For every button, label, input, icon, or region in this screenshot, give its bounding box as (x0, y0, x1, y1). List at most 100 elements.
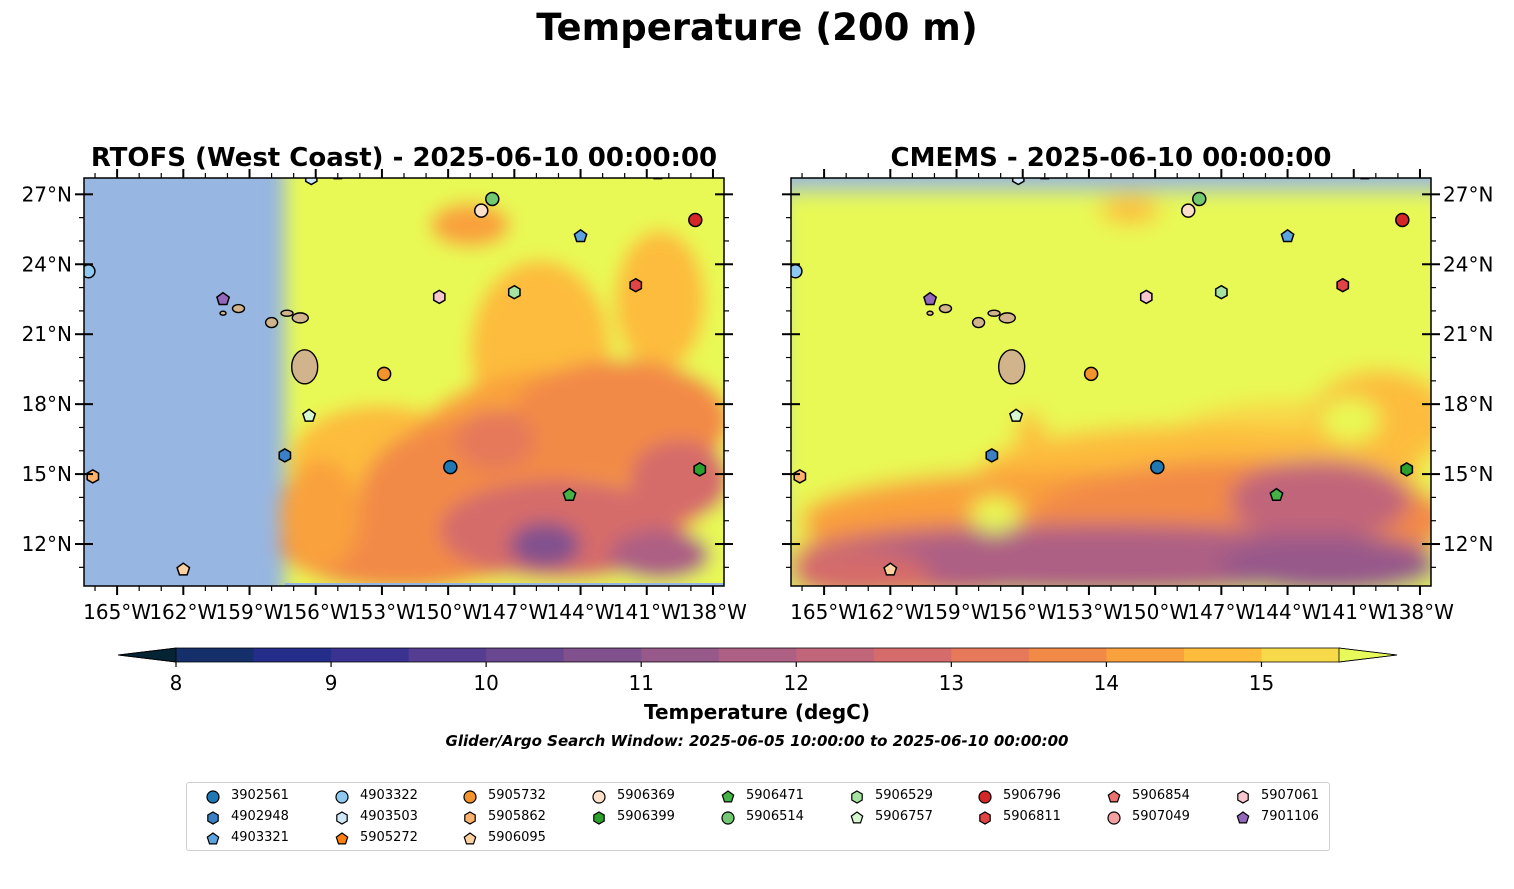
profile-marker-5905862 (793, 469, 807, 484)
profile-marker-5906514 (1192, 191, 1207, 207)
rtofs-map-panel: 165°W162°W159°W156°W153°W150°W147°W144°W… (22, 169, 747, 624)
legend-marker (721, 790, 735, 803)
legend-marker (206, 790, 220, 804)
legend-marker-circle-icon (1107, 811, 1121, 825)
cmems-map-panel: 165°W162°W159°W156°W153°W150°W147°W144°W… (782, 169, 1493, 624)
profile-marker-4903321 (573, 228, 588, 243)
legend-label: 4903503 (360, 809, 418, 824)
y-tick-label: 27°N (22, 182, 72, 206)
legend-marker (592, 790, 606, 804)
hawaii-islands (926, 303, 1026, 385)
x-tick-label: 147°W (1187, 600, 1255, 624)
colorbar-bin (951, 648, 1030, 662)
legend-marker (463, 832, 477, 845)
molokai-island (280, 309, 294, 317)
legend-marker-circle-icon (206, 790, 220, 804)
x-tick-label: 141°W (1320, 600, 1388, 624)
legend-item-5906399: 5906399 (593, 809, 675, 825)
legend-label: 5906811 (1003, 809, 1061, 824)
legend-item-4902948: 4902948 (207, 809, 289, 825)
legend-marker (463, 790, 477, 804)
hawaii-island (997, 349, 1026, 385)
rtofs-axis-ticks: 165°W162°W159°W156°W153°W150°W147°W144°W… (22, 169, 747, 624)
molokai-island (987, 309, 1001, 317)
profile-marker-5906369 (473, 203, 489, 218)
legend-label: 5906471 (746, 788, 804, 803)
temperature-contour (430, 203, 510, 247)
colorbar-tick-label: 14 (1094, 671, 1119, 695)
colorbar-bin (486, 648, 565, 662)
cmems-axis-ticks: 165°W162°W159°W156°W153°W150°W147°W144°W… (782, 169, 1493, 624)
x-tick-label: 162°W (856, 600, 924, 624)
legend-marker (978, 790, 992, 804)
profile-marker-5906095 (883, 562, 898, 576)
legend-item-5906369: 5906369 (592, 788, 675, 804)
profile-marker-7901106 (923, 291, 938, 306)
profile-marker-3902561 (443, 459, 458, 475)
kauai-island (231, 303, 246, 314)
y-tick-label: 21°N (1443, 322, 1493, 346)
legend-marker-hexagon-icon (207, 811, 219, 825)
temperature-contour (630, 440, 724, 520)
x-tick-label: 150°W (414, 600, 482, 624)
profile-marker-4902948 (278, 448, 292, 463)
legend-item-5907049: 5907049 (1107, 809, 1190, 825)
x-tick-label: 165°W (790, 600, 858, 624)
legend-marker (721, 811, 735, 825)
legend-marker-hexagon-icon (1237, 790, 1249, 804)
legend-marker-pentagon-icon (463, 832, 477, 845)
hawaii-islands (219, 303, 319, 385)
legend-marker-hexagon-icon (593, 811, 605, 825)
legend-label: 5906514 (746, 809, 804, 824)
legend-label: 5906369 (617, 788, 675, 803)
colorbar-bin (1106, 648, 1185, 662)
profile-marker-5906796 (1395, 212, 1410, 228)
profile-marker-5906369 (1180, 203, 1196, 218)
colorbar-bin (253, 648, 332, 662)
legend-marker-circle-icon (721, 811, 735, 825)
colorbar-bin (641, 648, 720, 662)
colorbar-bin (718, 648, 797, 662)
colorbar-bin (408, 648, 487, 662)
x-tick-label: 147°W (480, 600, 548, 624)
y-tick-label: 12°N (1443, 532, 1493, 556)
profile-marker-5905732 (376, 366, 392, 382)
profile-marker-5906757 (1009, 408, 1024, 422)
legend-marker-pentagon-icon (850, 811, 864, 824)
legend-label: 5906796 (1003, 788, 1061, 803)
legend-label: 5905862 (488, 809, 546, 824)
colorbar-bin (796, 648, 875, 662)
profile-marker-5906757 (302, 408, 317, 422)
niihau-island (219, 310, 227, 316)
x-tick-label: 156°W (282, 600, 350, 624)
legend-label: 5907061 (1261, 788, 1319, 803)
legend-label: 3902561 (231, 788, 289, 803)
temperature-contour (1320, 398, 1380, 442)
legend-label: 5905272 (360, 830, 418, 845)
legend-marker (851, 790, 863, 804)
colorbar-bin (176, 648, 255, 662)
model-edge (284, 583, 724, 586)
profile-marker-4902948 (985, 448, 999, 463)
y-tick-label: 24°N (22, 252, 72, 276)
profile-legend: 3902561 4902948 4903321 4903322 4903503 59052… (186, 782, 1330, 851)
profile-marker-5906399 (1400, 462, 1414, 477)
colorbar-bin (873, 648, 952, 662)
legend-marker (1107, 811, 1121, 825)
profile-marker-5906811 (629, 277, 643, 293)
profile-marker-5906471 (1269, 487, 1284, 502)
legend-item-5906811: 5906811 (979, 809, 1061, 825)
legend-marker-hexagon-icon (336, 811, 348, 825)
legend-item-5906757: 5906757 (850, 809, 933, 825)
profile-marker-7901106 (216, 291, 231, 306)
profile-marker-5907061 (1139, 289, 1153, 305)
profile-marker-5906095 (176, 562, 191, 576)
colorbar-tick-label: 11 (628, 671, 653, 695)
oahu-island (264, 316, 279, 329)
cmems-panel-title: CMEMS - 2025-06-10 00:00:00 (890, 143, 1332, 173)
legend-marker-pentagon-icon (206, 832, 220, 845)
legend-marker-pentagon-icon (1107, 790, 1121, 803)
figure-title: Temperature (200 m) (536, 6, 978, 49)
legend-item-7901106: 7901106 (1236, 809, 1319, 825)
